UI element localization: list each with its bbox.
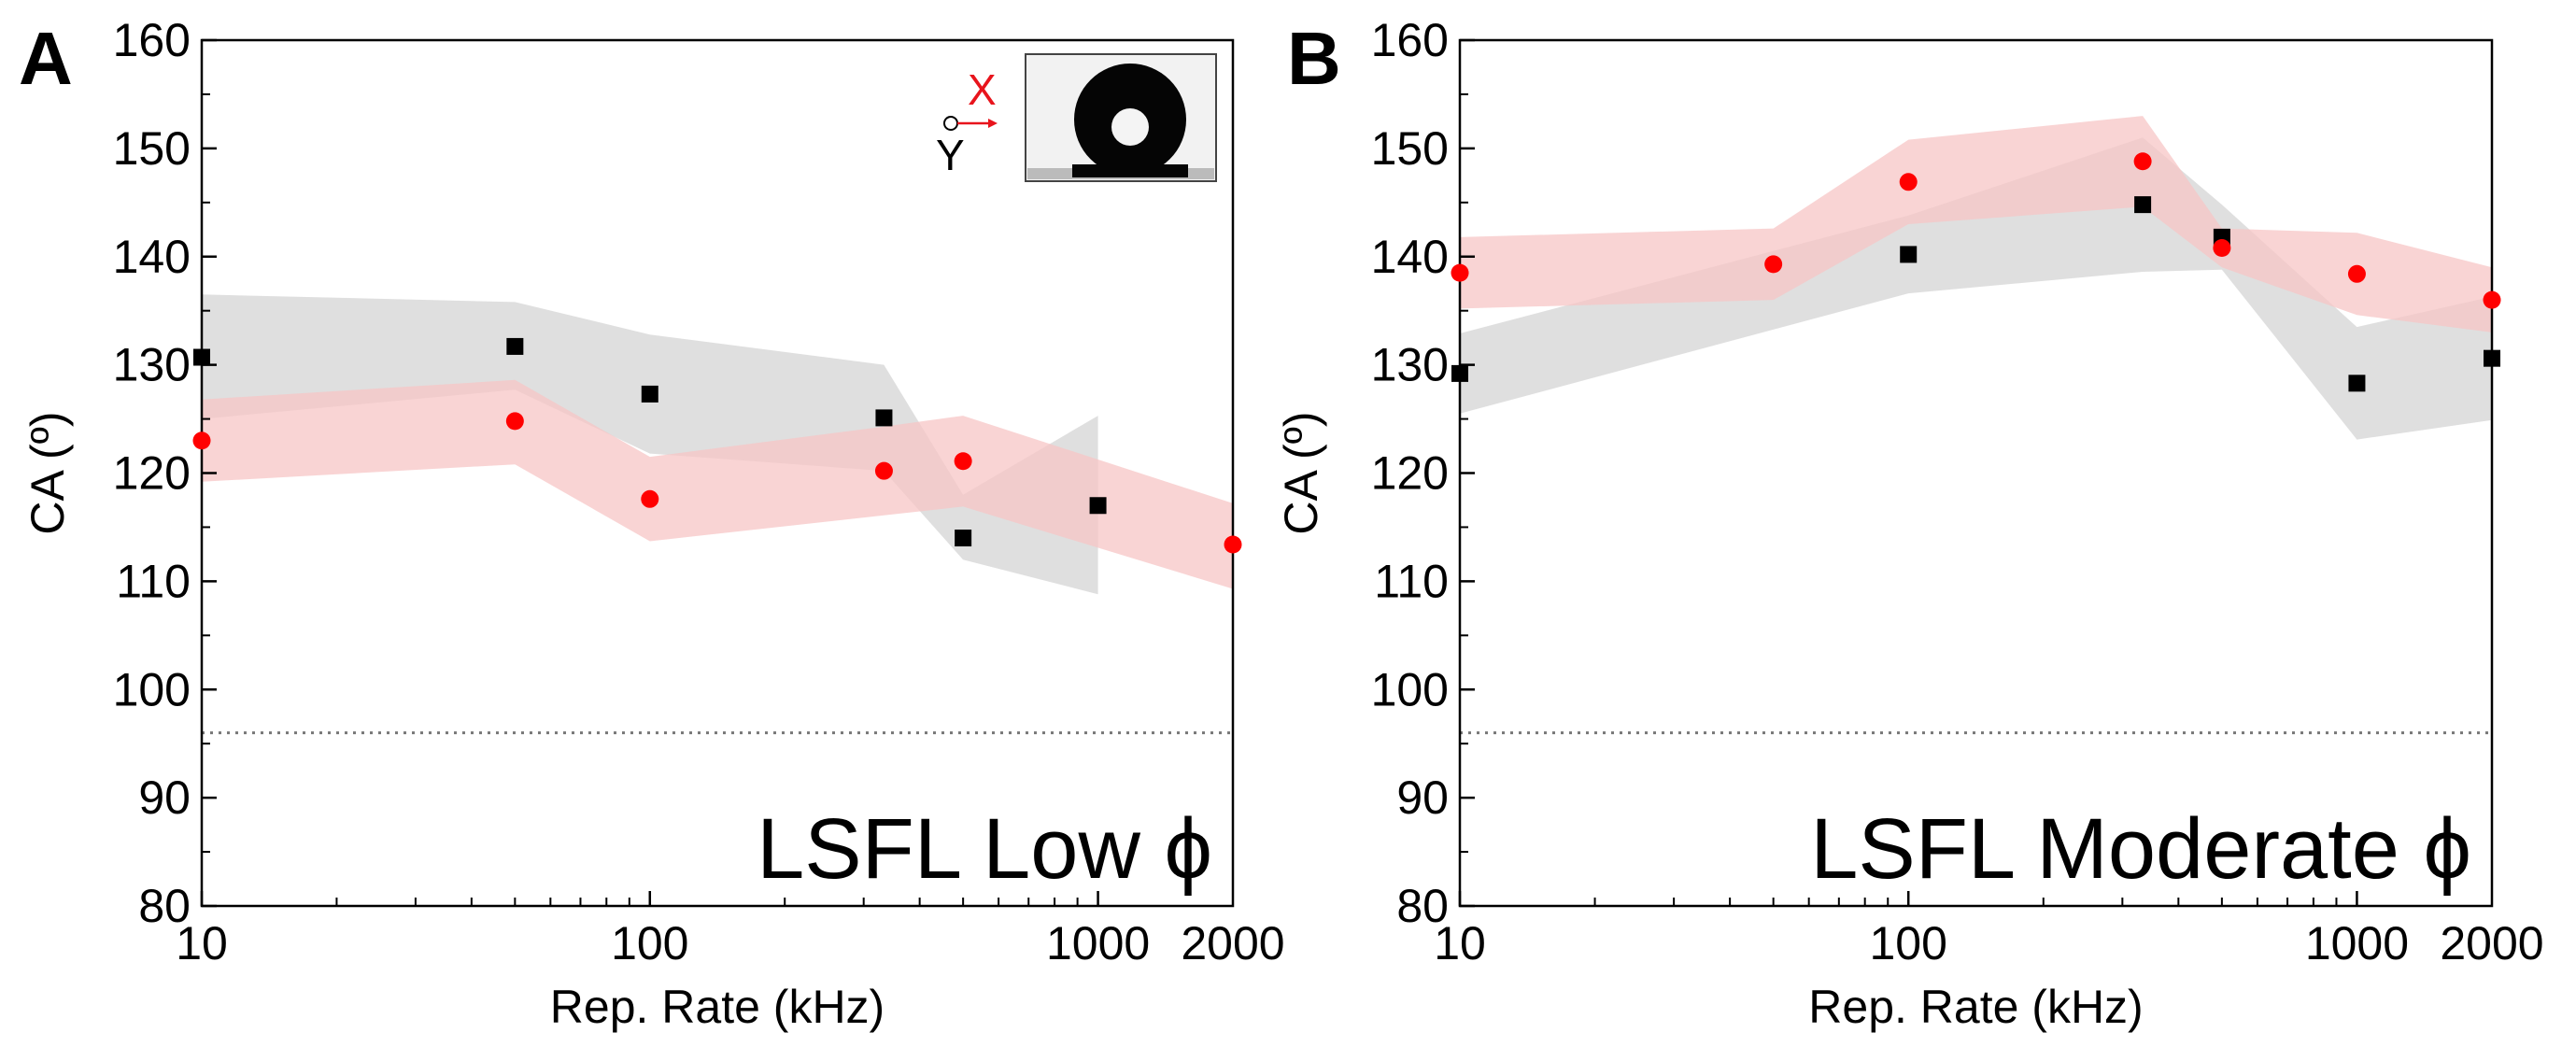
y-tick-label: 100 xyxy=(113,663,191,715)
data-point-square xyxy=(1900,246,1918,263)
y-axis-title: CA (º) xyxy=(1275,411,1327,534)
x-tick-label: 100 xyxy=(1870,917,1947,969)
y-tick-label: 160 xyxy=(1371,14,1449,66)
panel-a: 80 90 100 110 120 130 140 150 160 10 100 1000 2000 Re… xyxy=(19,14,1285,1033)
panel-letter: B xyxy=(1287,17,1341,100)
data-point-circle xyxy=(1764,255,1783,274)
band-red-series xyxy=(202,379,1233,589)
data-point-square xyxy=(1451,364,1468,382)
data-point-square xyxy=(193,348,210,366)
data-point-square xyxy=(2484,349,2500,367)
x-arrow-head-icon xyxy=(988,119,998,128)
x-tick-label: 1000 xyxy=(1046,917,1150,969)
data-point-circle xyxy=(2133,152,2152,171)
x-tick-label: 2000 xyxy=(2440,917,2543,969)
data-point-circle xyxy=(1224,535,1242,554)
inset-axis-indicator: XY xyxy=(936,65,998,179)
data-point-circle xyxy=(2483,290,2501,309)
x-tick-label: 100 xyxy=(611,917,688,969)
y-tick-label: 110 xyxy=(1374,555,1449,607)
data-point-square xyxy=(2348,375,2366,392)
droplet-highlight xyxy=(1111,108,1149,146)
y-tick-label: 120 xyxy=(113,447,191,500)
y-tick-label: 120 xyxy=(1371,447,1449,500)
inset-y-label: Y xyxy=(936,131,965,179)
data-point-circle xyxy=(874,461,893,480)
data-point-circle xyxy=(641,489,659,508)
y-tick-label: 140 xyxy=(113,231,191,283)
data-point-circle xyxy=(505,412,524,431)
y-tick-label: 160 xyxy=(113,14,191,66)
data-point-circle xyxy=(2347,264,2366,283)
band-black-series xyxy=(202,294,1098,595)
data-point-square xyxy=(1089,497,1107,515)
data-point-circle xyxy=(1899,173,1918,191)
data-point-circle xyxy=(954,452,972,471)
axis-origin-icon xyxy=(943,116,958,131)
data-point-square xyxy=(875,409,893,427)
x-axis-title: Rep. Rate (kHz) xyxy=(1808,981,2143,1033)
data-point-circle xyxy=(192,431,211,450)
x-tick-label: 10 xyxy=(176,917,228,969)
data-point-square xyxy=(2134,196,2152,214)
x-axis-title: Rep. Rate (kHz) xyxy=(550,981,885,1033)
x-tick-label: 1000 xyxy=(2305,917,2409,969)
y-tick-label: 150 xyxy=(1371,122,1449,175)
panel-b: 80 90 100 110 120 130 140 150 160 10 100 1000 2000 Re… xyxy=(1275,14,2544,1033)
y-axis-title: CA (º) xyxy=(21,411,74,534)
panel-letter: A xyxy=(19,17,73,100)
y-tick-label: 100 xyxy=(1371,663,1449,715)
y-tick-label: 90 xyxy=(1396,771,1449,824)
inset-droplet-image xyxy=(1025,53,1217,182)
y-tick-label: 80 xyxy=(1396,880,1449,932)
data-point-circle xyxy=(1451,263,1469,282)
y-tick-label: 90 xyxy=(138,771,191,824)
y-tick-label: 130 xyxy=(113,339,191,391)
y-tick-label: 80 xyxy=(138,880,191,932)
droplet-base xyxy=(1072,164,1188,177)
y-tick-label: 140 xyxy=(1371,231,1449,283)
data-point-square xyxy=(955,530,972,547)
data-point-square xyxy=(506,337,524,355)
panel-annotation: LSFL Low ϕ xyxy=(757,801,1212,897)
x-tick-label: 2000 xyxy=(1181,917,1284,969)
panel-annotation: LSFL Moderate ϕ xyxy=(1810,801,2471,897)
data-point-circle xyxy=(2213,238,2231,257)
inset-x-label: X xyxy=(968,65,997,114)
band-red-series xyxy=(1460,116,2492,332)
x-tick-label: 10 xyxy=(1434,917,1486,969)
y-tick-label: 150 xyxy=(113,122,191,175)
y-tick-label: 110 xyxy=(116,555,191,607)
y-tick-label: 130 xyxy=(1371,339,1449,391)
data-point-square xyxy=(641,385,658,403)
